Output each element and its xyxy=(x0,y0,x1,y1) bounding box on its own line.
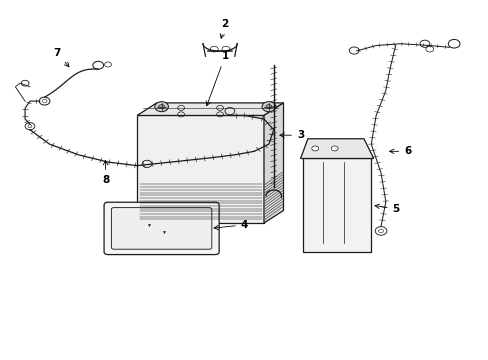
Text: 2: 2 xyxy=(220,19,228,39)
Text: 4: 4 xyxy=(214,220,248,230)
Text: 5: 5 xyxy=(374,204,399,214)
Text: 8: 8 xyxy=(102,161,109,185)
Circle shape xyxy=(210,46,218,52)
Polygon shape xyxy=(300,139,373,158)
Polygon shape xyxy=(303,158,370,252)
Polygon shape xyxy=(137,116,264,223)
Polygon shape xyxy=(264,103,283,223)
Circle shape xyxy=(158,104,164,109)
FancyBboxPatch shape xyxy=(111,208,211,249)
Circle shape xyxy=(265,104,271,109)
Circle shape xyxy=(330,146,337,151)
FancyBboxPatch shape xyxy=(104,202,219,255)
Text: 7: 7 xyxy=(53,48,69,67)
Text: 1: 1 xyxy=(206,51,228,106)
Circle shape xyxy=(311,146,318,151)
Polygon shape xyxy=(137,103,283,116)
Circle shape xyxy=(262,102,275,112)
Circle shape xyxy=(222,46,229,52)
Circle shape xyxy=(155,102,168,112)
Text: 6: 6 xyxy=(389,146,410,156)
Text: 3: 3 xyxy=(279,130,304,140)
